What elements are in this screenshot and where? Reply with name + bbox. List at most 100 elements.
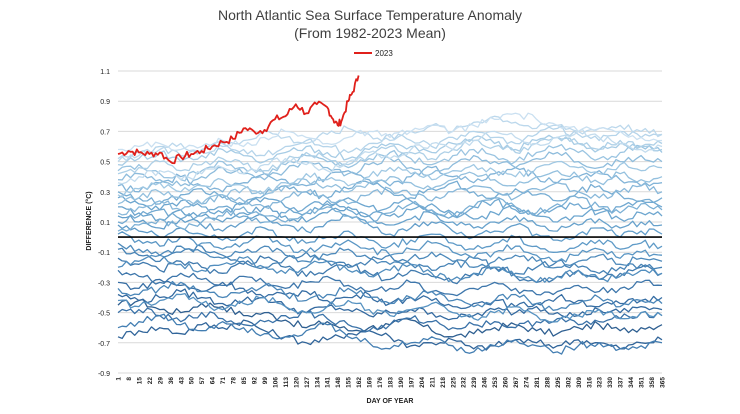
x-tick-label: 113	[283, 377, 290, 388]
background-series-line	[117, 307, 663, 333]
x-tick-label: 148	[335, 377, 342, 388]
x-tick-label: 50	[189, 377, 196, 385]
x-tick-label: 78	[231, 377, 238, 385]
x-tick-label: 288	[544, 377, 551, 388]
y-tick-label: 0.9	[100, 99, 110, 106]
background-series-line	[117, 160, 663, 198]
background-series-line	[117, 128, 663, 185]
x-tick-label: 253	[492, 377, 499, 388]
background-series-line	[117, 195, 663, 223]
background-series-line	[117, 231, 663, 263]
x-tick-label: 71	[220, 377, 227, 385]
x-tick-label: 302	[565, 377, 572, 388]
legend-label-2023: 2023	[375, 49, 393, 58]
x-tick-label: 344	[628, 377, 635, 388]
background-series-line	[118, 205, 663, 232]
background-series-line	[117, 197, 663, 225]
x-tick-label: 134	[314, 377, 321, 388]
x-axis-title: DAY OF YEAR	[367, 398, 414, 405]
x-tick-label: 225	[450, 377, 457, 388]
background-series-line	[117, 182, 663, 216]
background-series-line	[117, 125, 663, 160]
x-tick-label: 351	[639, 377, 646, 388]
legend: 2023	[354, 49, 393, 58]
x-tick-label: 330	[607, 377, 614, 388]
background-series-line	[117, 136, 663, 175]
background-series-line	[117, 170, 663, 205]
background-series-line	[117, 224, 663, 253]
y-tick-labels: 1.1 0.9 0.7 0.5 0.3 0.1 -0.1 -0.3 -0.5 -0.7 -0.9	[98, 69, 110, 378]
x-tick-label: 141	[325, 377, 332, 388]
x-tick-label: 323	[597, 377, 604, 388]
x-tick-label: 197	[408, 377, 415, 388]
x-tick-label: 309	[576, 377, 583, 388]
background-series-line	[117, 269, 663, 297]
series-line-2023	[117, 75, 360, 165]
background-series-line	[117, 112, 663, 152]
background-series-lines	[117, 112, 663, 355]
x-tick-label: 22	[147, 377, 154, 385]
x-tick-label: 85	[241, 377, 248, 385]
x-tick-label: 1	[116, 377, 123, 381]
x-tick-label: 99	[262, 377, 269, 385]
background-series-line	[117, 319, 663, 351]
background-series-line	[117, 255, 663, 285]
x-tick-label: 120	[293, 377, 300, 388]
x-tick-label: 183	[388, 377, 395, 388]
background-series-line	[117, 280, 663, 311]
y-axis-title: DIFFERENCE (°C)	[85, 191, 93, 250]
y-tick-label: -0.3	[98, 280, 110, 287]
highlight-series-line	[117, 75, 360, 165]
x-tick-label: 281	[534, 377, 541, 388]
y-tick-label: 0.7	[100, 129, 110, 136]
y-tick-label: -0.5	[98, 311, 110, 318]
x-tick-label: 36	[168, 377, 175, 385]
background-series-line	[117, 195, 663, 232]
y-tick-label: -0.7	[98, 341, 110, 348]
x-tick-label: 365	[660, 377, 667, 388]
background-series-line	[117, 143, 663, 182]
background-series-line	[117, 292, 663, 323]
y-tick-label: 0.5	[100, 160, 110, 167]
y-tick-label: 1.1	[100, 69, 110, 76]
x-tick-label: 169	[367, 377, 374, 388]
x-tick-label: 246	[482, 377, 489, 388]
x-tick-label: 57	[199, 377, 206, 385]
y-tick-label: 0.1	[100, 220, 110, 227]
x-tick-label: 218	[440, 377, 447, 388]
x-tick-label: 176	[377, 377, 384, 388]
x-tick-label: 43	[178, 377, 185, 385]
x-tick-label: 337	[618, 377, 625, 388]
x-tick-label: 162	[356, 377, 363, 388]
chart-title: North Atlantic Sea Surface Temperature A…	[218, 7, 522, 23]
x-tick-label: 239	[471, 377, 478, 388]
background-series-line	[117, 298, 663, 338]
background-series-line	[117, 288, 663, 321]
x-tick-label: 232	[461, 377, 468, 388]
background-series-line	[117, 313, 663, 355]
grid	[118, 70, 662, 374]
x-tick-label: 204	[419, 377, 426, 388]
x-tick-label: 106	[272, 377, 279, 388]
x-tick-label: 316	[586, 377, 593, 388]
x-tick-label: 274	[524, 377, 531, 388]
background-series-line	[117, 165, 663, 193]
x-tick-label: 127	[304, 377, 311, 388]
x-tick-label: 8	[126, 377, 133, 381]
background-series-line	[117, 242, 663, 269]
x-tick-label: 260	[503, 377, 510, 388]
x-tick-label: 358	[649, 377, 656, 388]
chart-subtitle: (From 1982-2023 Mean)	[294, 25, 446, 41]
x-tick-label: 155	[346, 377, 353, 388]
x-tick-label: 267	[513, 377, 520, 388]
x-tick-label: 190	[398, 377, 405, 388]
x-tick-labels: 1 8 15 22 29 36 43 50 57 64 71 78 85 92 99 106 113 120 127…	[116, 377, 667, 388]
background-series-line	[117, 254, 663, 284]
y-tick-label: 0.3	[100, 190, 110, 197]
x-tick-label: 64	[210, 377, 217, 385]
x-tick-label: 295	[555, 377, 562, 388]
x-tick-label: 29	[157, 377, 164, 385]
y-tick-label: -0.9	[98, 371, 110, 378]
y-tick-label: -0.1	[98, 250, 110, 257]
